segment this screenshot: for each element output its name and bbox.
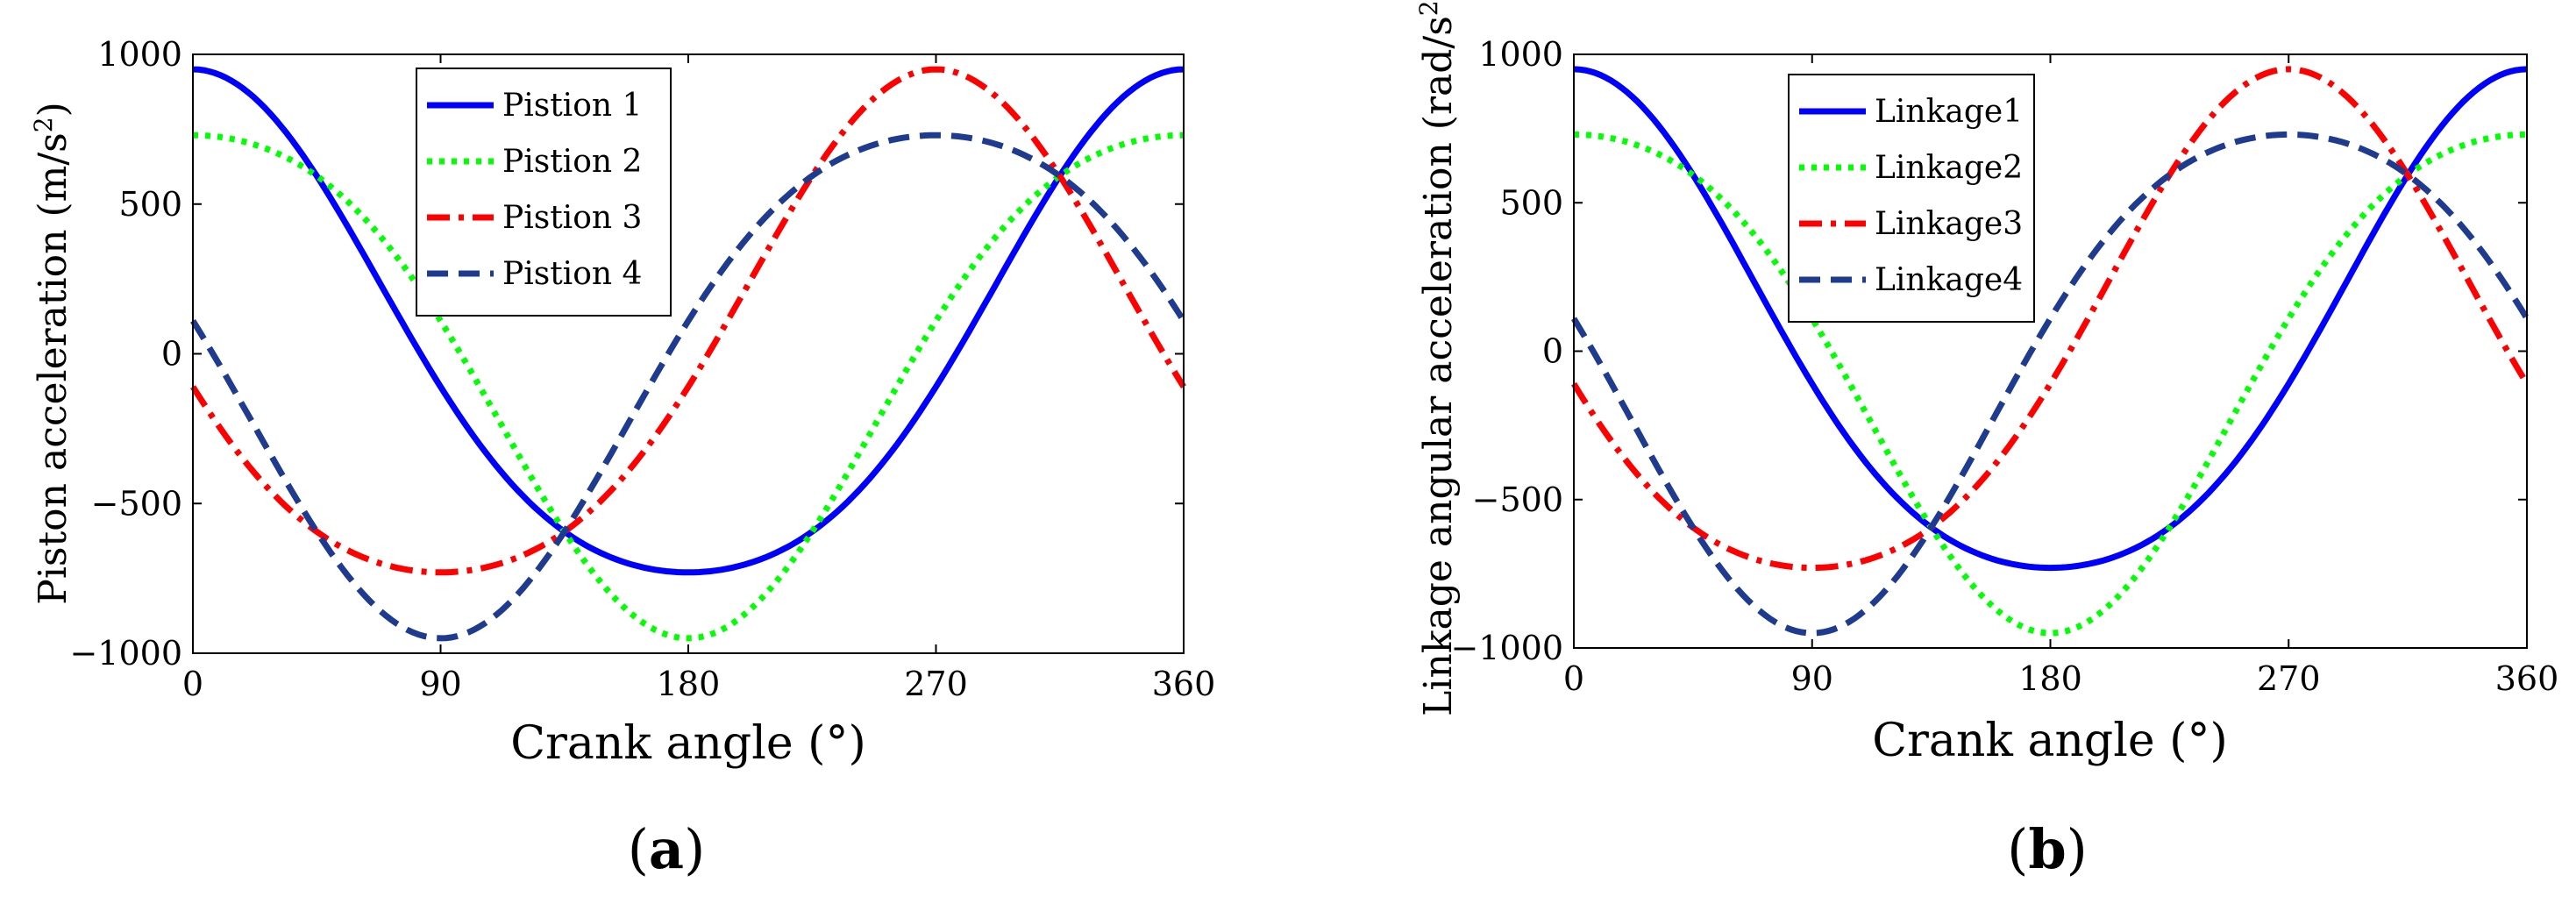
series-line-linkage1 (1573, 66, 2528, 572)
legend-b: Linkage1 Linkage2 Linkage3 Linkage4 (1788, 74, 2035, 323)
legend-entry-linkage1: Linkage1 (1875, 94, 2023, 130)
y-tick-label: −500 (1472, 480, 1563, 519)
legend-entry-linkage2: Linkage2 (1875, 150, 2023, 186)
panel-label-b: (b) (2007, 817, 2088, 881)
y-axis-label-superscript: 2 (29, 117, 58, 132)
chart-panel-b: 0 90 180 270 360 −1000 −500 0 500 1000 C… (1414, 0, 2559, 881)
x-axis-label: Crank angle (°) (1872, 715, 2227, 767)
y-tick-label: −500 (91, 484, 182, 523)
legend-entry-pistion-2: Pistion 2 (502, 144, 642, 180)
series-line-linkage3 (1571, 66, 2530, 572)
y-axis-label-superscript: 2 (1414, 0, 1443, 16)
tick-layer-b (1573, 53, 2528, 649)
x-tick-label: 270 (904, 665, 968, 703)
x-tick-label: 270 (2257, 659, 2321, 698)
legend-a: Pistion 1 Pistion 2 Pistion 3 Pistion 4 (416, 68, 672, 317)
y-axis-label-main: Linkage angular acceleration (rad/s (1416, 16, 1461, 716)
x-tick-label: 0 (182, 665, 203, 703)
x-tick-label: 360 (2495, 659, 2559, 698)
panel-label-a: (a) (628, 817, 706, 881)
series-line-pistion-1 (192, 66, 1185, 576)
x-tick-label: 90 (1791, 659, 1833, 698)
series-line-pistion-4 (190, 132, 1186, 642)
y-tick-label: −1000 (1450, 629, 1563, 667)
legend-entry-linkage3: Linkage3 (1875, 206, 2023, 242)
x-tick-label: 90 (419, 665, 461, 703)
legend-entry-pistion-1: Pistion 1 (502, 88, 642, 124)
series-layer-b (1570, 66, 2530, 637)
series-line-linkage4 (1570, 131, 2530, 637)
y-axis-label: Linkage angular acceleration (rad/s2) (1414, 0, 1462, 716)
tick-layer-a (192, 53, 1185, 654)
axes-box-b (1573, 53, 2528, 649)
legend-samples (427, 102, 494, 277)
x-tick-label: 180 (657, 665, 721, 703)
y-tick-label: 1000 (1478, 35, 1563, 74)
series-line-pistion-2 (192, 132, 1185, 642)
legend-box (1788, 74, 2035, 323)
legend-entry-pistion-3: Pistion 3 (502, 200, 642, 236)
x-tick-label: 360 (1152, 665, 1216, 703)
y-axis-label-close: ) (31, 102, 75, 117)
legend-entry-linkage4: Linkage4 (1875, 262, 2023, 298)
y-tick-label: 0 (1542, 332, 1563, 371)
legend-entry-pistion-4: Pistion 4 (502, 256, 642, 292)
chart-panel-a: 0 90 180 270 360 −1000 −500 0 500 1000 C… (29, 35, 1216, 881)
y-tick-label: 1000 (97, 35, 182, 74)
y-tick-label: 0 (161, 335, 182, 374)
x-axis-label: Crank angle (°) (510, 717, 865, 770)
y-tick-label: −1000 (69, 634, 182, 673)
y-axis-label: Piston acceleration (m/s2) (29, 102, 76, 605)
x-tick-label: 180 (2018, 659, 2082, 698)
x-tick-label: 0 (1563, 659, 1584, 698)
y-tick-label: 500 (1499, 183, 1563, 222)
series-layer-a (190, 66, 1186, 642)
legend-samples (1799, 108, 1866, 283)
series-line-pistion-3 (190, 66, 1186, 576)
y-axis-label-main: Piston acceleration (m/s (31, 132, 75, 605)
y-tick-label: 500 (118, 185, 182, 224)
